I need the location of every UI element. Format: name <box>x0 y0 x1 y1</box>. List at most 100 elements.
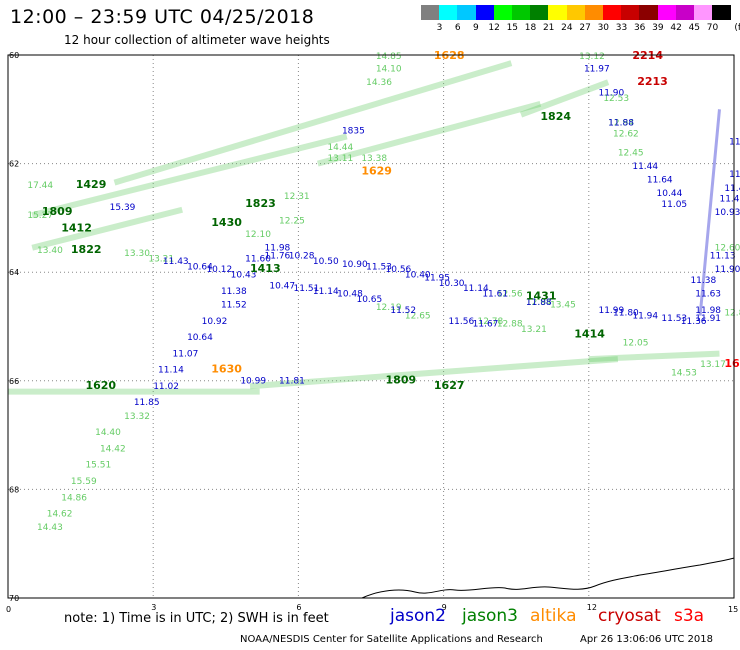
swh-value-label: 10.99 <box>240 377 266 387</box>
swh-value-label: 13.30 <box>124 249 150 259</box>
swh-value-label: 1835 <box>342 127 365 137</box>
lon-tick-label: 6 <box>296 603 301 612</box>
legend-swatch-label: 15 <box>506 23 519 33</box>
swh-value-label: 1413 <box>250 262 281 275</box>
swh-value-label: 14.10 <box>376 64 402 74</box>
swh-value-label: 13.21 <box>521 325 547 335</box>
swh-value-label: 11.63 <box>695 290 721 300</box>
lat-tick-label: 64 <box>9 268 19 277</box>
legend-swatch <box>675 5 695 20</box>
page-subtitle: 12 hour collection of altimeter wave hei… <box>64 33 330 47</box>
swh-value-label: 1824 <box>540 110 571 123</box>
legend-s3a: s3a <box>674 606 705 626</box>
swh-value-label: 15.27 <box>27 211 53 221</box>
legend-swatch <box>712 5 732 20</box>
swh-value-label: 1620 <box>724 357 740 370</box>
legend-swatch <box>421 5 440 20</box>
swh-value-label: 12.94 <box>526 298 552 308</box>
swh-value-label: 11.56 <box>448 317 474 327</box>
lon-tick-label: 15 <box>728 605 738 614</box>
swh-value-label: 11.76 <box>265 252 291 262</box>
legend-swatch <box>694 5 713 20</box>
track-band <box>698 109 721 316</box>
swh-value-label: 10.65 <box>356 295 382 305</box>
swh-value-label: 11.14 <box>463 284 489 294</box>
swh-value-label: 11.81 <box>279 377 305 387</box>
footer-date: Apr 26 13:06:06 UTC 2018 <box>580 634 713 645</box>
swh-value-label: 1629 <box>361 164 392 177</box>
swh-value-label: 11.98 <box>695 306 721 316</box>
swh-value-label: 11.43 <box>163 257 189 267</box>
swh-value-label: 11.53 <box>661 314 687 324</box>
swh-value-label: 13.11 <box>327 154 353 164</box>
legend-swatch <box>548 5 568 20</box>
swh-value-label: 10.43 <box>231 271 257 281</box>
track-band <box>588 350 720 363</box>
swh-value-label: 11.95 <box>424 273 450 283</box>
swh-value-label: 10.92 <box>202 317 228 327</box>
lon-tick-label: 0 <box>6 605 11 614</box>
swh-value-label: 15.51 <box>85 461 111 471</box>
page-title: 12:00 – 23:59 UTC 04/25/2018 <box>10 6 315 28</box>
swh-value-label: 13.17 <box>700 360 726 370</box>
footer-note: note: 1) Time is in UTC; 2) SWH is in fe… <box>64 611 329 626</box>
legend-swatch-label: 6 <box>454 23 461 33</box>
legend-unit: (ft) <box>734 23 740 33</box>
swh-value-label: 14.43 <box>37 523 63 533</box>
track-band <box>249 356 619 390</box>
legend-swatch-label: 42 <box>670 23 682 33</box>
legend-swatch <box>603 5 622 20</box>
swh-value-label: 12.05 <box>623 339 649 349</box>
swh-value-label: 12.10 <box>245 230 271 240</box>
swh-value-label: 10.40 <box>405 271 431 281</box>
swh-value-label: 1620 <box>85 379 116 392</box>
legend-swatch-label: 24 <box>561 23 573 33</box>
swh-value-label: 13.38 <box>361 154 387 164</box>
swh-value-label: 14.85 <box>376 52 402 62</box>
swh-value-label: 11.64 <box>647 176 673 186</box>
swh-value-label: 11.94 <box>632 311 658 321</box>
swh-value-label: 11.38 <box>221 287 247 297</box>
swh-value-label: 11.90 <box>598 89 624 99</box>
swh-value-label: 12.88 <box>497 320 523 330</box>
legend-swatch <box>439 5 459 20</box>
swh-value-label: 11.90 <box>715 265 740 275</box>
legend-swatch-label: 70 <box>706 23 719 33</box>
swh-value-label: 11.42 <box>719 195 740 205</box>
legend-swatch <box>475 5 495 20</box>
legend-cryosat: cryosat <box>598 606 661 626</box>
swh-value-label: 13.21 <box>148 254 174 264</box>
legend-swatch <box>657 5 677 20</box>
swh-value-label: 1809 <box>42 205 73 218</box>
swh-value-label: 11.67 <box>473 320 499 330</box>
swh-value-label: 1414 <box>574 327 605 340</box>
swh-value-label: 12.31 <box>284 192 310 202</box>
swh-value-label: 12.65 <box>405 311 431 321</box>
legend-swatch <box>530 5 550 20</box>
lat-tick-label: 68 <box>9 485 19 494</box>
legend-swatch-label: 18 <box>524 23 537 33</box>
swh-value-label: 12.78 <box>477 317 503 327</box>
swh-value-label: 12.88 <box>724 309 740 319</box>
swh-value-label: 10.44 <box>657 189 683 199</box>
swh-value-label: 11.99 <box>598 306 624 316</box>
swh-value-label: 11.33 <box>729 138 740 148</box>
swh-value-label: 13.32 <box>124 412 150 422</box>
swh-value-label: 10.90 <box>342 260 368 270</box>
legend-jason2: jason2 <box>390 606 446 626</box>
swh-value-label: 11.91 <box>695 314 721 324</box>
swh-value-label: 1430 <box>211 216 242 229</box>
coastline-shape <box>361 557 735 599</box>
swh-value-label: 1627 <box>434 379 465 392</box>
lon-tick-label: 9 <box>442 603 447 612</box>
legend-swatch <box>584 5 604 20</box>
swh-value-label: 11.13 <box>710 252 736 262</box>
swh-value-label: 14.44 <box>327 143 353 153</box>
swh-value-label: 1431 <box>526 289 557 302</box>
legend-swatch-label: 36 <box>633 23 646 33</box>
legend-swatch <box>621 5 641 20</box>
swh-value-label: 11.44 <box>632 162 658 172</box>
swh-value-label: 11.97 <box>584 64 610 74</box>
swh-value-label: 13.40 <box>37 246 63 256</box>
swh-value-label: 11.14 <box>313 287 339 297</box>
